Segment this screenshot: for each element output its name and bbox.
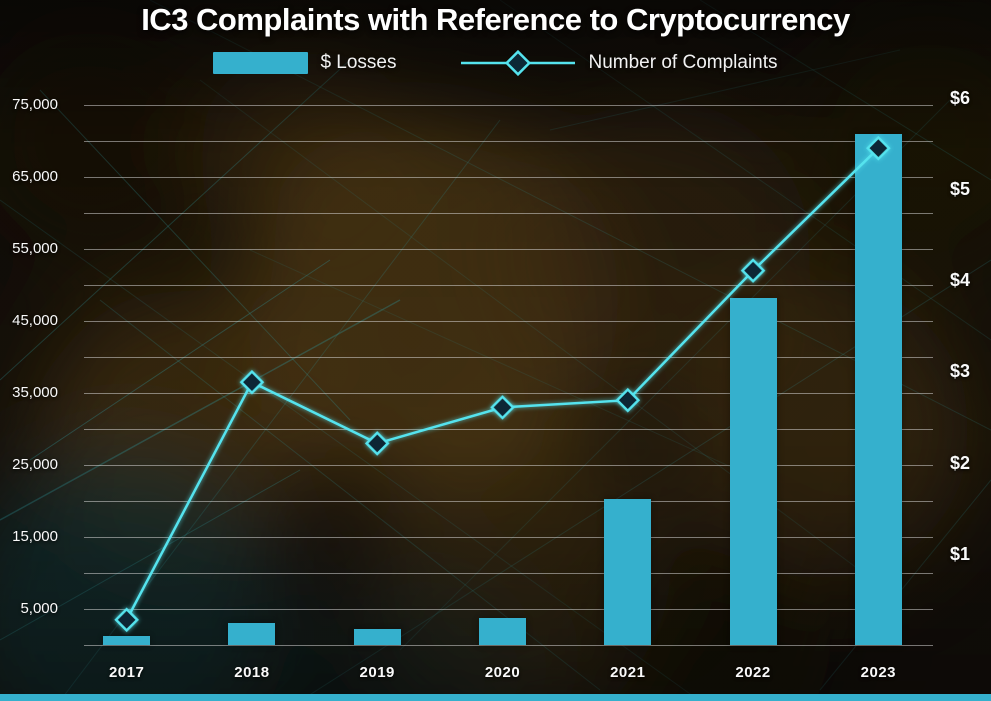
line-layer xyxy=(114,135,891,633)
y-tick-right-6: $6 xyxy=(950,87,971,108)
gridline xyxy=(84,393,933,394)
gridline xyxy=(84,537,933,538)
bar-2018 xyxy=(228,623,276,645)
marker-2018 xyxy=(239,369,265,395)
gridline xyxy=(84,249,933,250)
y-tick-right-4: $4 xyxy=(950,270,971,291)
x-axis: 2017 2018 2019 2020 2021 2022 2023 xyxy=(64,664,941,686)
x-label-2023: 2023 xyxy=(860,664,897,681)
legend-complaints-label: Number of Complaints xyxy=(588,52,778,73)
chart-legend: $ Losses Number of Complaints xyxy=(0,50,991,76)
y-tick-left-25000: 25,000 xyxy=(12,456,58,473)
gridline xyxy=(84,465,933,466)
gridline xyxy=(84,321,933,322)
complaints-line xyxy=(125,147,880,621)
gridline xyxy=(84,429,933,430)
gridline xyxy=(84,573,933,574)
bar-2017 xyxy=(103,635,151,645)
y-tick-right-5: $5 xyxy=(950,179,971,199)
gridline xyxy=(84,357,933,358)
gridline xyxy=(84,645,933,646)
x-label-2017: 2017 xyxy=(108,664,145,681)
marker-2022 xyxy=(740,258,766,283)
y-tick-left-45000: 45,000 xyxy=(12,312,58,329)
y-tick-right-3: $3 xyxy=(950,361,971,382)
marker-2023 xyxy=(866,135,891,161)
y-tick-left-15000: 15,000 xyxy=(12,528,58,545)
y-tick-right-1: $1 xyxy=(950,543,971,564)
gridline xyxy=(84,285,933,286)
x-label-2021: 2021 xyxy=(610,664,646,681)
x-label-2020: 2020 xyxy=(484,664,521,681)
marker-2017 xyxy=(114,607,139,633)
chart-title: IC3 Complaints with Reference to Cryptoc… xyxy=(141,2,850,37)
gridline xyxy=(84,501,933,502)
gridline xyxy=(84,177,933,178)
legend-complaints-line-icon xyxy=(460,50,575,76)
gridline xyxy=(84,141,933,142)
marker-2019 xyxy=(364,431,390,456)
x-label-2022: 2022 xyxy=(735,664,771,681)
bar-2019 xyxy=(353,628,401,645)
y-tick-left-35000: 35,000 xyxy=(12,384,58,401)
bar-2023 xyxy=(854,134,902,645)
gridline xyxy=(84,105,933,106)
x-label-2018: 2018 xyxy=(234,664,270,681)
x-label-2019: 2019 xyxy=(359,664,395,681)
legend-losses-label: $ Losses xyxy=(320,52,397,73)
plot-area xyxy=(64,97,941,646)
bar-2022 xyxy=(729,298,777,645)
marker-2020 xyxy=(490,395,515,420)
gridline xyxy=(84,213,933,214)
gridline xyxy=(84,609,933,610)
bar-2021 xyxy=(604,499,652,645)
bar-2020 xyxy=(479,617,526,645)
y-tick-left-5000: 5,000 xyxy=(20,600,58,617)
y-tick-right-2: $2 xyxy=(950,452,971,473)
y-tick-left-65000: 65,000 xyxy=(12,168,58,185)
y-tick-left-75000: 75,000 xyxy=(12,96,58,113)
bottom-accent-bar xyxy=(0,694,991,701)
y-tick-left-55000: 55,000 xyxy=(12,240,58,257)
legend-losses-swatch xyxy=(213,52,309,74)
marker-2021 xyxy=(615,387,641,413)
